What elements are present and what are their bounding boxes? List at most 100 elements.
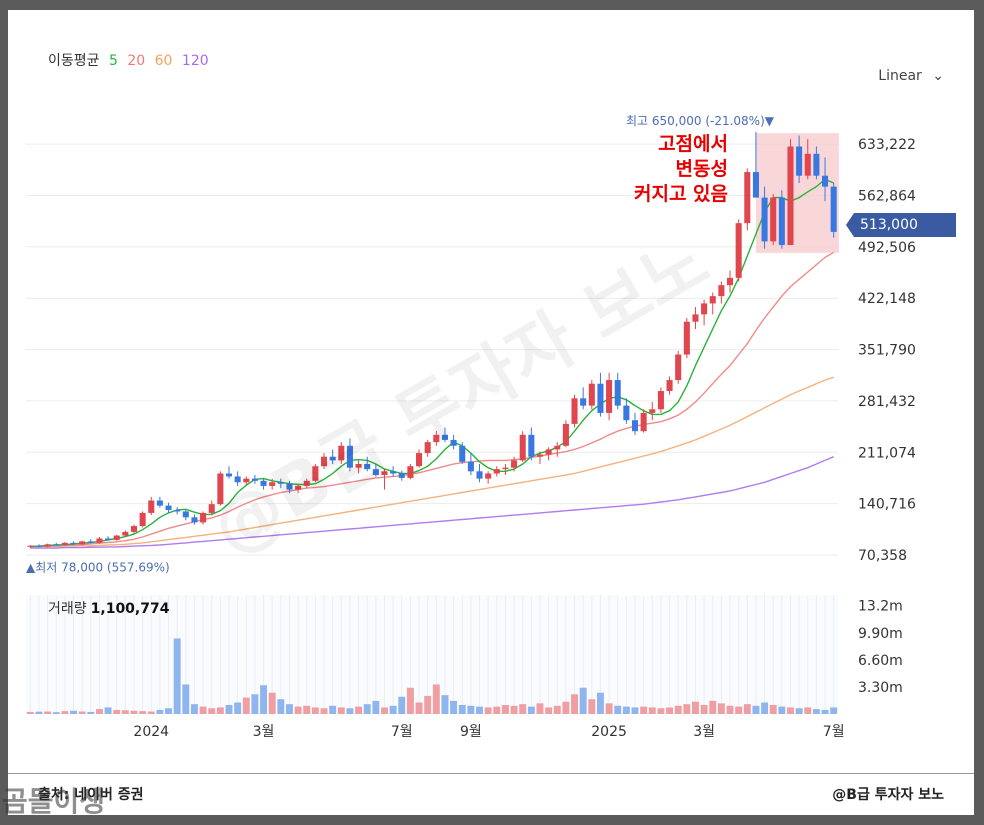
candle-body — [208, 504, 215, 513]
candle-body — [260, 480, 267, 486]
candle-body — [580, 398, 587, 406]
ma-legend-title: 이동평균 — [48, 53, 100, 69]
y-tick-label: 633,222 — [858, 137, 916, 153]
candle-body — [623, 405, 630, 421]
candle-body — [692, 314, 699, 322]
candle-body — [191, 517, 198, 523]
candle-body — [433, 434, 440, 443]
annotation-line: 고점에서 — [658, 133, 728, 155]
candle-body — [761, 197, 768, 242]
candle-body — [450, 439, 457, 446]
volume-bar — [398, 696, 406, 714]
volume-bar — [78, 711, 86, 714]
volume-bar — [432, 684, 440, 714]
volume-bar — [199, 706, 207, 714]
ma-legend-60: 60 — [154, 53, 173, 69]
volume-bar — [121, 710, 129, 714]
volume-bar — [113, 709, 121, 714]
ma-60-line — [30, 376, 834, 548]
volume-bar — [424, 695, 432, 714]
volume-tick-label: 3.30m — [858, 680, 903, 696]
ma-5-line — [30, 178, 834, 548]
volume-bar — [812, 709, 820, 714]
candle-body — [27, 545, 34, 547]
volume-bar — [596, 692, 604, 714]
candle-body — [61, 542, 68, 546]
volume-bar — [303, 705, 311, 714]
volume-bar — [579, 687, 587, 714]
y-tick-label: 422,148 — [858, 291, 916, 307]
volume-bar — [139, 711, 147, 714]
volume-bar — [614, 705, 622, 714]
candle-body — [718, 285, 725, 297]
candle-body — [295, 485, 302, 490]
volume-tick-label: 9.90m — [858, 626, 903, 642]
candle-body — [830, 186, 837, 232]
volume-bar — [631, 707, 639, 714]
volume-bar — [337, 707, 345, 714]
volume-bar — [242, 697, 250, 714]
candle-body — [381, 471, 388, 475]
candle-body — [225, 473, 233, 477]
volume-bar — [173, 638, 181, 714]
candle-body — [182, 511, 189, 518]
volume-bar — [761, 702, 769, 714]
candle-body — [416, 453, 423, 467]
volume-bar — [743, 704, 751, 714]
credit-label: @B급 투자자 보노 — [832, 787, 944, 803]
volume-bar — [484, 707, 492, 714]
candle-body — [390, 471, 397, 474]
candle-body — [372, 469, 379, 475]
candle-body — [459, 445, 466, 462]
candle-body — [606, 380, 613, 413]
volume-bar — [415, 702, 423, 714]
candle-body — [683, 321, 690, 355]
candle-body — [822, 175, 829, 187]
annotation-line: 커지고 있음 — [633, 183, 728, 205]
chevron-down-icon: ⌄ — [932, 68, 944, 84]
volume-bar — [87, 711, 95, 714]
volume-bar — [225, 704, 233, 714]
y-tick-label: 140,716 — [858, 497, 916, 513]
candle-body — [130, 526, 138, 532]
volume-bar — [648, 707, 656, 714]
volume-bar — [381, 707, 388, 714]
candle-body — [234, 476, 241, 483]
candle-body — [174, 510, 181, 512]
candle-body — [122, 531, 129, 536]
volume-bar — [700, 704, 708, 714]
volume-bar — [778, 706, 786, 714]
volume-bar — [476, 706, 483, 714]
candle-body — [657, 391, 664, 410]
volume-bar — [130, 710, 138, 714]
volume-bar — [277, 699, 285, 714]
candle-body — [519, 434, 526, 461]
current-price-tag: 513,000 — [846, 213, 956, 237]
volume-bar — [709, 700, 717, 714]
volume-bar — [44, 711, 52, 714]
volume-bar — [657, 708, 665, 714]
ma-legend-120: 120 — [181, 53, 209, 69]
scale-dropdown[interactable]: Linear ⌄ — [878, 68, 944, 84]
volume-tick-label: 6.60m — [858, 653, 903, 669]
candle-body — [709, 296, 716, 304]
candle-body — [87, 541, 94, 543]
y-tick-label: 351,790 — [858, 343, 916, 359]
candle-body — [286, 483, 293, 490]
volume-bar — [640, 706, 648, 714]
candle-body — [631, 420, 639, 432]
volume-bar — [95, 709, 103, 714]
corner-watermark: 곰돌이생 — [2, 785, 106, 818]
ma-legend-20: 20 — [127, 53, 146, 69]
volume-bar — [467, 705, 475, 714]
volume-bar — [286, 704, 293, 714]
ma-legend-5: 5 — [108, 53, 118, 69]
volume-bar — [605, 703, 613, 714]
candle-body — [312, 466, 319, 481]
x-tick-label: 3월 — [253, 724, 275, 740]
candle-body — [778, 197, 785, 246]
volume-bar — [536, 703, 544, 714]
candle-body — [165, 505, 172, 511]
volume-bar — [104, 707, 112, 714]
x-tick-label: 2024 — [133, 724, 169, 740]
